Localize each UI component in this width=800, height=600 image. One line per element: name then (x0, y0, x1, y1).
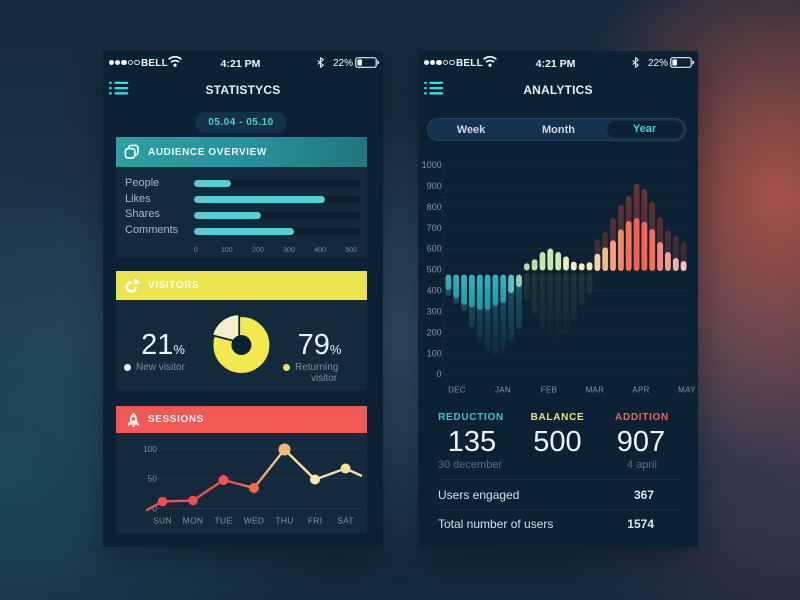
svg-text:800: 800 (427, 202, 442, 212)
svg-text:MAR: MAR (586, 386, 605, 395)
svg-text:100: 100 (427, 348, 442, 358)
svg-text:APR: APR (632, 386, 649, 395)
svg-text:SUN: SUN (153, 515, 172, 525)
svg-text:TUE: TUE (215, 515, 233, 525)
svg-text:400: 400 (427, 286, 442, 296)
svg-text:FEB: FEB (541, 386, 557, 395)
svg-text:JAN: JAN (495, 386, 511, 395)
svg-text:50: 50 (148, 473, 158, 483)
svg-text:100: 100 (143, 444, 157, 454)
svg-text:700: 700 (427, 223, 442, 233)
svg-text:0: 0 (152, 503, 157, 513)
svg-text:SAT: SAT (337, 515, 354, 525)
svg-text:200: 200 (427, 327, 442, 337)
svg-text:300: 300 (427, 306, 442, 316)
svg-text:THU: THU (275, 515, 293, 525)
svg-text:DEC: DEC (448, 386, 466, 395)
svg-text:600: 600 (427, 244, 442, 254)
svg-text:900: 900 (427, 181, 442, 191)
svg-text:500: 500 (427, 265, 442, 275)
svg-text:WED: WED (244, 515, 265, 525)
svg-text:MON: MON (183, 515, 204, 525)
svg-text:1000: 1000 (422, 160, 442, 170)
svg-text:FRI: FRI (308, 515, 323, 525)
svg-text:0: 0 (437, 369, 442, 379)
svg-text:MAY: MAY (678, 386, 696, 395)
